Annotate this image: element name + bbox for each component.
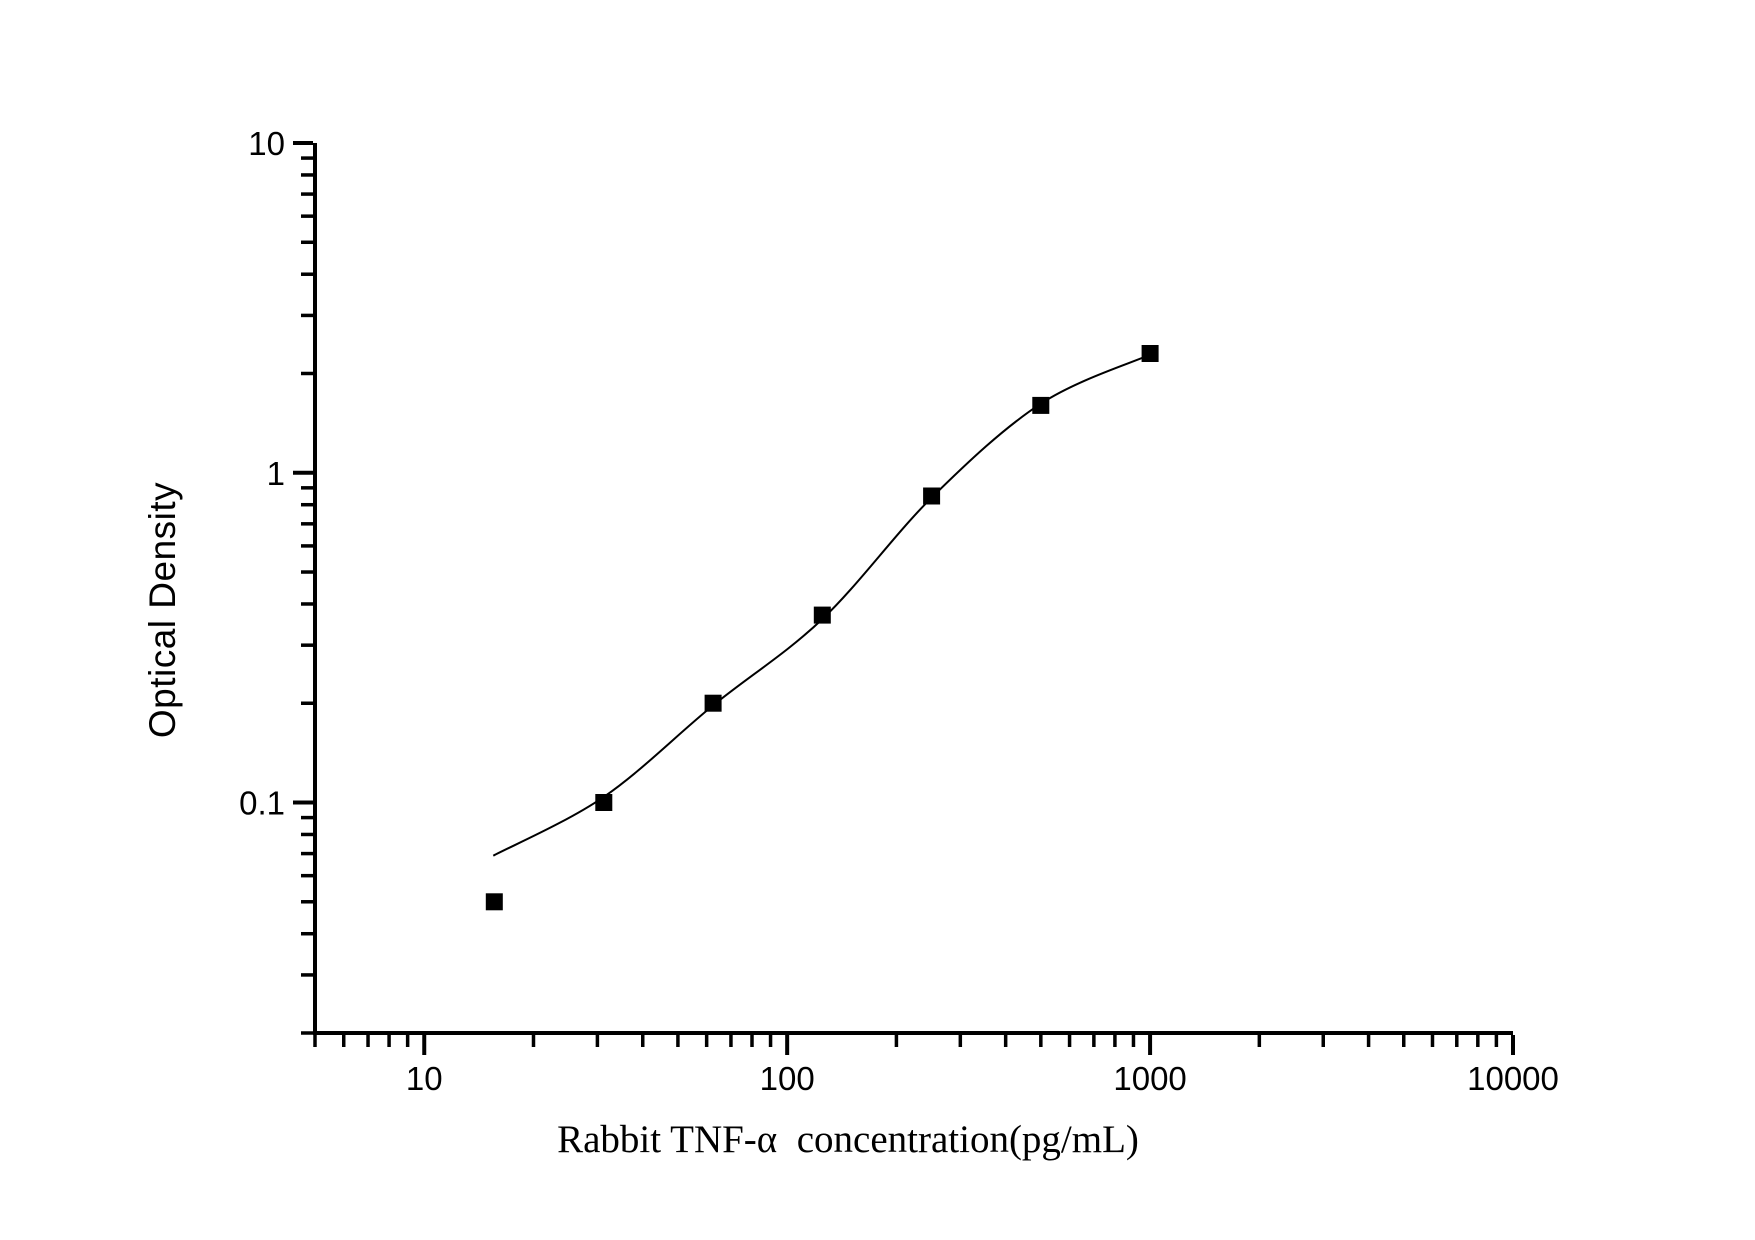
data-point-marker — [813, 606, 831, 624]
data-point-marker — [704, 694, 722, 712]
data-point-marker — [595, 794, 613, 811]
data-point-marker — [1141, 345, 1159, 362]
x-tick-label: 10000 — [1467, 1060, 1559, 1097]
y-tick-label: 0.1 — [239, 785, 285, 822]
x-tick-label: 1000 — [1113, 1060, 1186, 1097]
y-tick-label: 10 — [248, 125, 285, 162]
data-point-marker — [485, 893, 503, 911]
x-axis-title: Rabbit TNF-α concentration(pg/mL) — [557, 1118, 1139, 1161]
x-tick-label: 100 — [760, 1060, 815, 1097]
fit-curve-path — [492, 353, 1151, 857]
y-axis-title: Optical Density — [142, 481, 183, 739]
data-point-marker — [923, 487, 941, 505]
x-tick-label: 10 — [406, 1060, 443, 1097]
data-point-marker — [1032, 396, 1050, 414]
y-tick-label: 1 — [267, 455, 285, 492]
